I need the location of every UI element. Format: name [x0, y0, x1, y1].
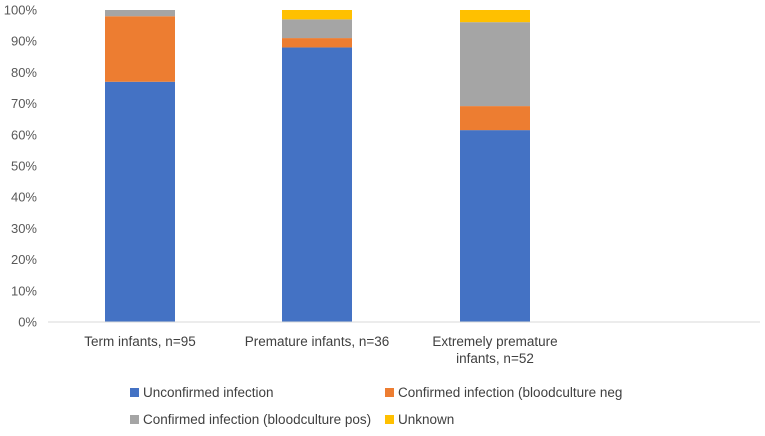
y-tick-label: 80% — [11, 65, 37, 80]
x-category-label: Extremely premature — [432, 334, 557, 349]
y-tick-label: 30% — [11, 221, 37, 236]
bar-segment — [460, 130, 530, 322]
y-tick-label: 20% — [11, 252, 37, 267]
y-tick-label: 40% — [11, 190, 37, 205]
legend-label: Confirmed infection (bloodculture pos) — [143, 412, 371, 427]
bar-segment — [282, 10, 352, 20]
x-category-label: Term infants, n=95 — [84, 334, 195, 349]
legend-swatch — [130, 388, 139, 397]
x-category-label: infants, n=52 — [456, 351, 534, 366]
y-tick-label: 70% — [11, 96, 37, 111]
legend-label: Confirmed infection (bloodculture neg — [398, 385, 622, 400]
legend-swatch — [385, 388, 394, 397]
category-labels: Term infants, n=95 Premature infants, n=3… — [84, 334, 557, 366]
bar-segment — [105, 10, 175, 17]
bar-segment — [460, 106, 530, 131]
y-axis: 0% 10% 20% 30% 40% 50% 60% 70% 80% 90% 100% — [4, 3, 38, 330]
y-tick-label: 0% — [18, 315, 37, 330]
bar-segment — [282, 19, 352, 39]
bar-segment — [282, 47, 352, 322]
x-category-label: Premature infants, n=36 — [245, 334, 389, 349]
bars — [105, 10, 530, 322]
legend-swatch — [385, 415, 394, 424]
y-tick-label: 90% — [11, 34, 37, 49]
y-tick-label: 50% — [11, 159, 37, 174]
y-tick-label: 100% — [4, 3, 38, 18]
bar-segment — [460, 22, 530, 107]
bar-segment — [105, 16, 175, 82]
bar-segment — [282, 38, 352, 48]
legend-label: Unconfirmed infection — [143, 385, 274, 400]
y-tick-label: 60% — [11, 127, 37, 142]
bar-segment — [105, 81, 175, 322]
legend-swatch — [130, 415, 139, 424]
y-tick-label: 10% — [11, 283, 37, 298]
bar-segment — [460, 10, 530, 23]
legend: Unconfirmed infection Confirmed infection… — [130, 385, 622, 427]
legend-label: Unknown — [398, 412, 454, 427]
